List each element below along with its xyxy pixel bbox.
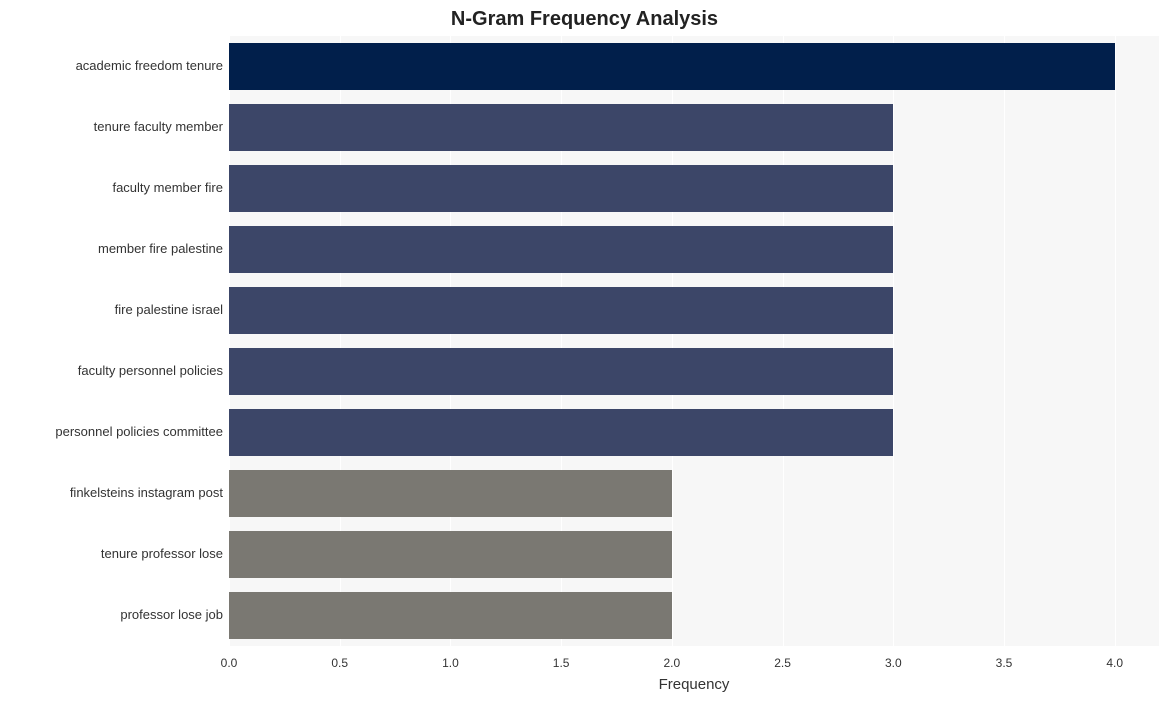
y-tick-label: personnel policies committee: [55, 424, 223, 439]
bar: [229, 531, 672, 578]
x-tick-label: 3.5: [996, 656, 1013, 670]
plot-area: [229, 36, 1159, 646]
y-tick-label: finkelsteins instagram post: [70, 485, 223, 500]
bar: [229, 348, 893, 395]
bar: [229, 104, 893, 151]
bar: [229, 592, 672, 639]
y-tick-label: member fire palestine: [98, 241, 223, 256]
bar: [229, 43, 1115, 90]
x-axis-label: Frequency: [229, 676, 1159, 693]
bar: [229, 470, 672, 517]
chart-container: N-Gram Frequency Analysis academic freed…: [0, 0, 1169, 701]
x-tick-label: 1.0: [442, 656, 459, 670]
bar: [229, 226, 893, 273]
chart-title: N-Gram Frequency Analysis: [0, 8, 1169, 31]
x-tick-label: 2.0: [664, 656, 681, 670]
x-tick-label: 3.0: [885, 656, 902, 670]
x-tick-label: 4.0: [1106, 656, 1123, 670]
y-tick-label: professor lose job: [120, 607, 223, 622]
y-tick-label: faculty member fire: [112, 180, 223, 195]
bar: [229, 287, 893, 334]
x-gridline: [1115, 36, 1116, 646]
bar: [229, 409, 893, 456]
x-tick-label: 1.5: [553, 656, 570, 670]
y-tick-label: faculty personnel policies: [78, 363, 223, 378]
x-gridline: [893, 36, 894, 646]
x-tick-label: 0.0: [221, 656, 238, 670]
x-gridline: [1004, 36, 1005, 646]
y-tick-label: tenure professor lose: [101, 546, 223, 561]
x-tick-label: 0.5: [331, 656, 348, 670]
bar: [229, 165, 893, 212]
y-tick-label: academic freedom tenure: [76, 58, 223, 73]
x-tick-label: 2.5: [774, 656, 791, 670]
y-tick-label: tenure faculty member: [94, 119, 223, 134]
y-tick-label: fire palestine israel: [115, 302, 223, 317]
